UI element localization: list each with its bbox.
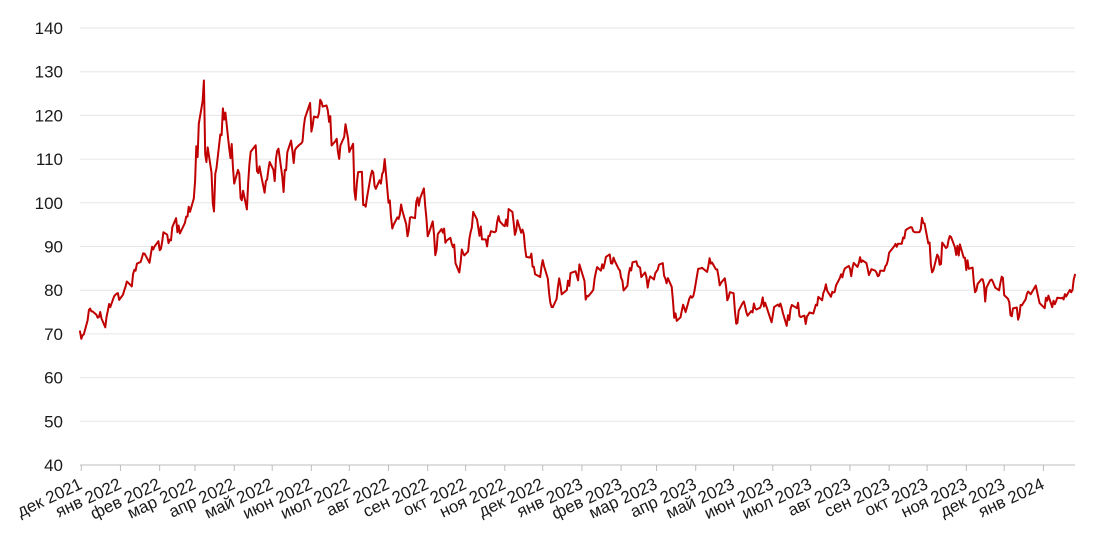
y-tick-label: 110	[36, 150, 63, 169]
y-tick-label: 50	[44, 412, 63, 431]
y-tick-label: 100	[35, 194, 63, 213]
y-tick-label: 40	[44, 456, 63, 475]
y-tick-label: 140	[35, 19, 63, 38]
y-axis: 40 50 60 70 80 90 100 110 120 130 140	[35, 19, 63, 475]
y-tick-label: 90	[44, 237, 63, 256]
series-line	[79, 79, 1076, 340]
y-tick-label: 130	[35, 63, 63, 82]
y-tick-label: 80	[44, 281, 63, 300]
y-tick-label: 60	[44, 369, 63, 388]
y-tick-label: 70	[44, 325, 63, 344]
y-tick-label: 120	[35, 106, 63, 125]
